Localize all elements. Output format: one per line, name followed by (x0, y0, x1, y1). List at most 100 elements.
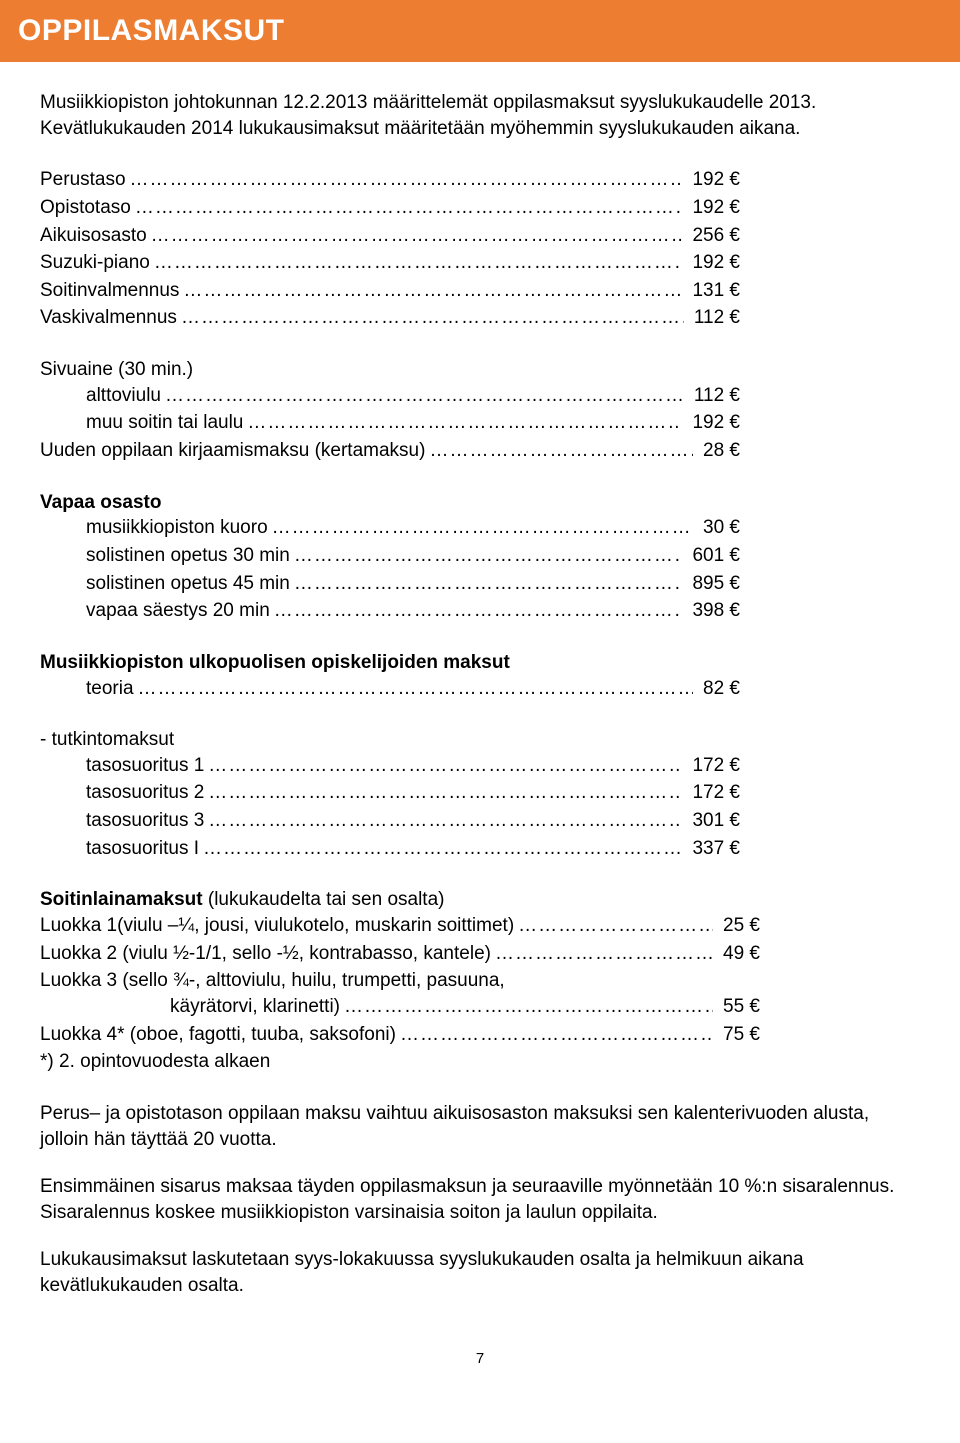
fee-row: käyrätorvi, klarinetti) 55 € (40, 994, 760, 1020)
fee-label: tasosuoritus 2 (86, 780, 204, 806)
fee-row: Soitinvalmennus 131 € (40, 278, 740, 304)
section-title: - tutkintomaksut (40, 727, 740, 753)
fee-value: 192 € (686, 167, 740, 193)
fee-label: solistinen opetus 30 min (86, 543, 290, 569)
dots (344, 994, 713, 1020)
dots (203, 836, 682, 862)
fee-value: 398 € (686, 598, 740, 624)
dots (429, 438, 693, 464)
page-title: OPPILASMAKSUT (18, 14, 285, 47)
page-header: OPPILASMAKSUT (0, 0, 960, 62)
dots (165, 383, 684, 409)
fee-row: Uuden oppilaan kirjaamismaksu (kertamaks… (40, 438, 740, 464)
fee-label: musiikkiopiston kuoro (86, 515, 268, 541)
fee-value: 25 € (717, 913, 760, 939)
fee-label: tasosuoritus 3 (86, 808, 204, 834)
fee-row: Opistotaso 192 € (40, 195, 740, 221)
dots (130, 167, 683, 193)
fee-row-multiline: Luokka 3 (sello ¾-, alttoviulu, huilu, t… (40, 968, 900, 1019)
page-content: Musiikkiopiston johtokunnan 12.2.2013 mä… (0, 62, 960, 1389)
fee-value: 895 € (686, 571, 740, 597)
section-title: Musiikkiopiston ulkopuolisen opiskelijoi… (40, 650, 740, 676)
dots (208, 753, 682, 779)
dots (400, 1022, 713, 1048)
dots (247, 410, 682, 436)
fee-value: 131 € (686, 278, 740, 304)
fee-label: Perustaso (40, 167, 126, 193)
fee-label: Luokka 1(viulu –¼, jousi, viulukotelo, m… (40, 913, 514, 939)
dots (294, 571, 683, 597)
fee-row: vapaa säestys 20 min 398 € (40, 598, 740, 624)
fee-value: 172 € (686, 780, 740, 806)
fee-value: 601 € (686, 543, 740, 569)
fee-row: Perustaso 192 € (40, 167, 740, 193)
dots (274, 598, 683, 624)
fee-label: solistinen opetus 45 min (86, 571, 290, 597)
soitin-title-word: Soitinlainamaksut (40, 889, 203, 910)
fee-row: teoria82 € (40, 676, 740, 702)
section-title: Vapaa osasto (40, 490, 740, 516)
intro-paragraph: Musiikkiopiston johtokunnan 12.2.2013 mä… (40, 90, 920, 141)
fee-value: 192 € (686, 250, 740, 276)
fee-label-line1: Luokka 3 (sello ¾-, alttoviulu, huilu, t… (40, 968, 900, 994)
fee-value: 55 € (717, 994, 760, 1020)
section-title-bold: Soitinlainamaksut (lukukaudelta tai sen … (40, 887, 900, 913)
fee-row: tasosuoritus 2 172 € (40, 780, 740, 806)
dots (135, 195, 683, 221)
fee-value: 28 € (697, 438, 740, 464)
page-number: 7 (40, 1349, 920, 1369)
fee-value: 112 € (688, 305, 740, 331)
fee-row: tasosuoritus I 337 € (40, 836, 740, 862)
fee-label: Suzuki-piano (40, 250, 150, 276)
fee-row: alttoviulu112 € (40, 383, 740, 409)
dots (183, 278, 682, 304)
fee-value: 30 € (697, 515, 740, 541)
fee-label: Soitinvalmennus (40, 278, 179, 304)
tutkinto-section: - tutkintomaksut tasosuoritus 1 172 € tas… (40, 727, 740, 861)
fee-label: Vaskivalmennus (40, 305, 177, 331)
body-paragraph: Ensimmäinen sisarus maksaa täyden oppila… (40, 1174, 920, 1225)
fee-row: solistinen opetus 30 min 601 € (40, 543, 740, 569)
dots (495, 941, 713, 967)
soitin-section: Soitinlainamaksut (lukukaudelta tai sen … (40, 887, 900, 1074)
fee-value: 192 € (686, 410, 740, 436)
body-paragraph: Lukukausimaksut laskutetaan syys-lokakuu… (40, 1247, 920, 1298)
fee-label: käyrätorvi, klarinetti) (40, 994, 340, 1020)
main-fees: Perustaso 192 € Opistotaso 192 € Aikuisosa… (40, 167, 740, 331)
fee-value: 82 € (697, 676, 740, 702)
fee-value: 301 € (686, 808, 740, 834)
soitin-note: *) 2. opintovuodesta alkaen (40, 1049, 900, 1075)
dots (151, 223, 683, 249)
fee-label: muu soitin tai laulu (86, 410, 243, 436)
fee-label: tasosuoritus 1 (86, 753, 204, 779)
dots (181, 305, 684, 331)
fee-label: tasosuoritus I (86, 836, 199, 862)
fee-label: Aikuisosasto (40, 223, 147, 249)
fee-value: 49 € (717, 941, 760, 967)
dots (294, 543, 683, 569)
fee-row: Luokka 1(viulu –¼, jousi, viulukotelo, m… (40, 913, 760, 939)
fee-label: vapaa säestys 20 min (86, 598, 270, 624)
dots (208, 780, 682, 806)
fee-row: muu soitin tai laulu 192 € (40, 410, 740, 436)
ulkopuolisen-section: Musiikkiopiston ulkopuolisen opiskelijoi… (40, 650, 740, 701)
vapaa-section: Vapaa osasto musiikkiopiston kuoro 30 € s… (40, 490, 740, 624)
fee-label: Luokka 4* (oboe, fagotti, tuuba, saksofo… (40, 1022, 396, 1048)
fee-row: musiikkiopiston kuoro 30 € (40, 515, 740, 541)
dots (518, 913, 713, 939)
fee-label: Opistotaso (40, 195, 131, 221)
fee-row: Vaskivalmennus 112 € (40, 305, 740, 331)
fee-row: tasosuoritus 1 172 € (40, 753, 740, 779)
body-paragraph: Perus– ja opistotason oppilaan maksu vai… (40, 1101, 920, 1152)
fee-value: 192 € (686, 195, 740, 221)
fee-label: alttoviulu (86, 383, 161, 409)
fee-row: solistinen opetus 45 min 895 € (40, 571, 740, 597)
fee-row: Aikuisosasto256 € (40, 223, 740, 249)
fee-value: 172 € (686, 753, 740, 779)
section-title: Sivuaine (30 min.) (40, 357, 740, 383)
dots (272, 515, 693, 541)
fee-value: 337 € (686, 836, 740, 862)
fee-row: Luokka 2 (viulu ½-1/1, sello -½, kontrab… (40, 941, 760, 967)
fee-label: Luokka 2 (viulu ½-1/1, sello -½, kontrab… (40, 941, 491, 967)
fee-label: Uuden oppilaan kirjaamismaksu (kertamaks… (40, 438, 425, 464)
